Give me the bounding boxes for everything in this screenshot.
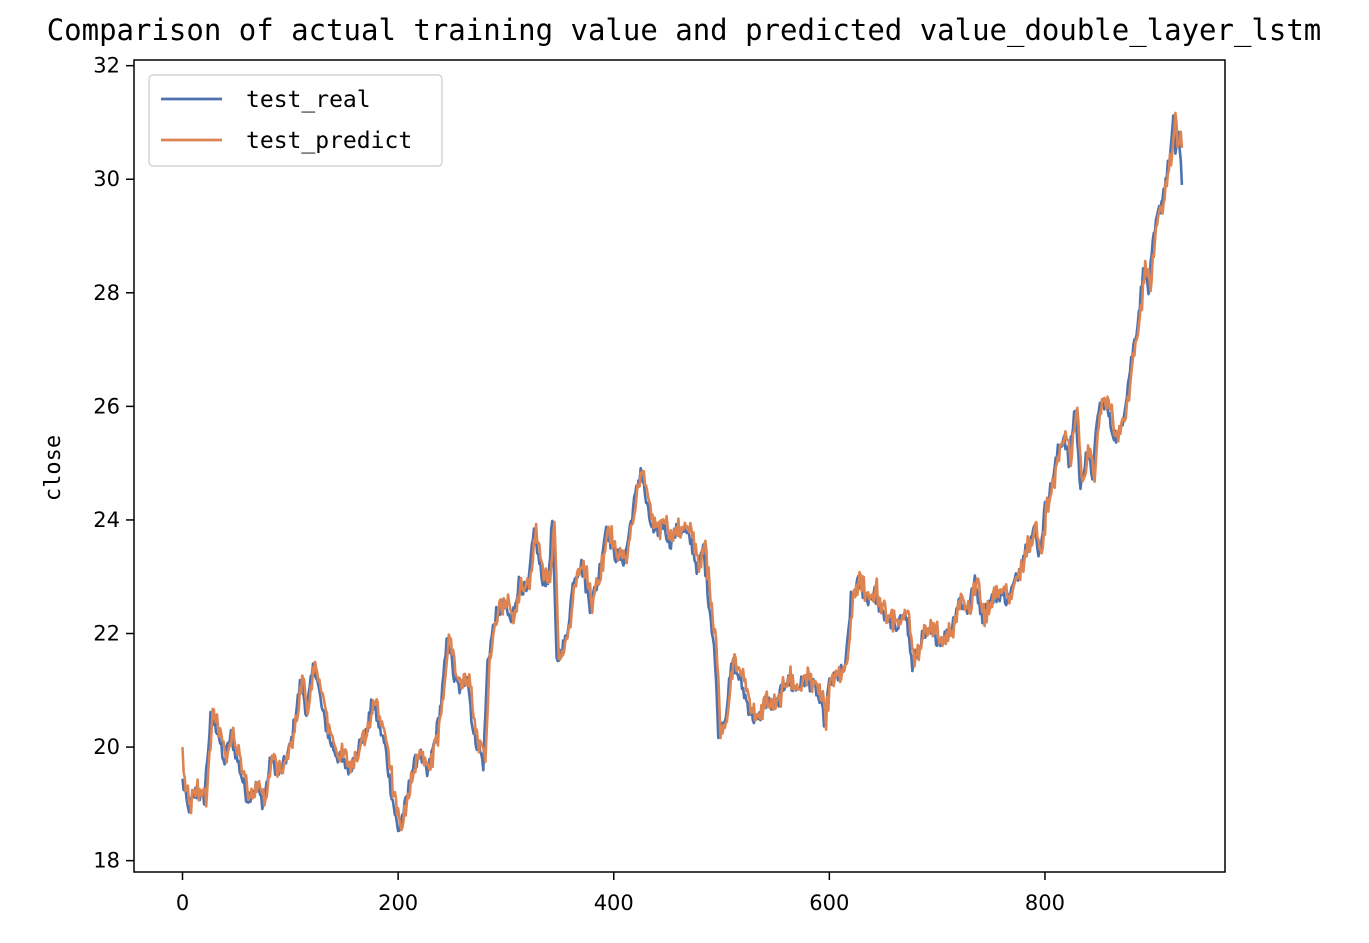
series-line-test-predict <box>181 111 1184 832</box>
y-axis: 18 20 22 24 26 28 30 32 <box>93 54 134 873</box>
y-tick-label: 28 <box>93 281 120 305</box>
x-axis: 0 200 400 600 800 <box>176 872 1065 915</box>
chart-title: Comparison of actual training value and … <box>47 13 1322 48</box>
x-tick-label: 600 <box>809 891 849 915</box>
series-line-test-real <box>181 114 1184 833</box>
legend: test_real test_predict <box>148 74 443 167</box>
x-tick-label: 800 <box>1025 891 1065 915</box>
y-tick-label: 20 <box>93 735 120 759</box>
y-tick-label: 32 <box>93 54 120 78</box>
plot-frame <box>133 59 1226 873</box>
y-tick-label: 24 <box>93 508 120 532</box>
y-tick-label: 30 <box>93 167 120 191</box>
y-tick-label: 22 <box>93 622 120 646</box>
y-axis-label: close <box>41 435 66 501</box>
y-tick-label: 26 <box>93 394 120 418</box>
legend-label-test-real: test_real <box>246 87 371 113</box>
x-tick-label: 0 <box>176 891 189 915</box>
y-tick-label: 18 <box>93 849 120 873</box>
legend-box <box>148 74 443 167</box>
x-tick-label: 200 <box>378 891 418 915</box>
x-tick-label: 400 <box>594 891 634 915</box>
legend-label-test-predict: test_predict <box>246 128 412 154</box>
